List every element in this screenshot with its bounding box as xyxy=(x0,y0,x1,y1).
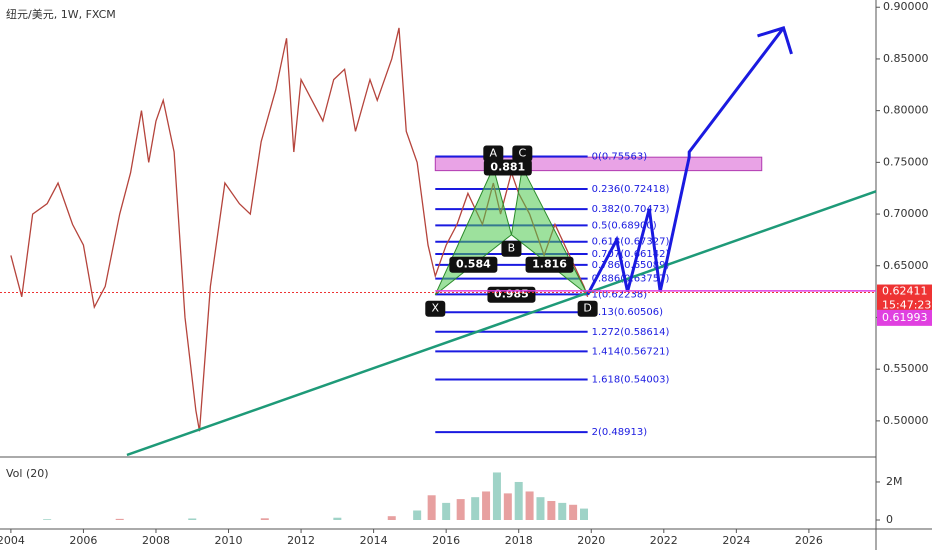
pattern-point-label: B xyxy=(508,242,516,255)
ratio-badge xyxy=(449,256,498,273)
volume-bar xyxy=(569,504,578,520)
pattern-badge xyxy=(483,145,504,162)
volume-bar xyxy=(514,481,523,520)
ref-price-tag xyxy=(877,309,932,326)
volume-bar xyxy=(387,516,396,520)
x-tick-label: 2012 xyxy=(287,534,315,547)
fib-label: 1.414(0.56721) xyxy=(592,346,670,357)
trendline xyxy=(126,190,877,457)
volume-bar xyxy=(547,500,556,520)
volume-tick-label: 2M xyxy=(886,475,903,488)
pattern-point-label: C xyxy=(518,147,526,160)
volume-bar xyxy=(580,508,588,520)
y-tick-label: 0.70000 xyxy=(883,207,929,220)
x-tick-label: 2004 xyxy=(0,534,25,547)
x-tick-label: 2026 xyxy=(795,534,823,547)
fib-label: 0.786(0.65089) xyxy=(592,260,670,271)
x-tick-label: 2014 xyxy=(360,534,388,547)
pattern-point-label: X xyxy=(432,302,440,315)
volume-tick-label: 0 xyxy=(886,513,893,526)
pattern-point-label: A xyxy=(490,147,498,160)
volume-bar xyxy=(260,518,269,520)
x-tick-label: 2022 xyxy=(650,534,678,547)
y-tick-label: 0.65000 xyxy=(883,259,929,272)
volume-bar xyxy=(43,519,52,520)
x-tick-label: 2006 xyxy=(69,534,97,547)
ratio-badge xyxy=(483,159,532,176)
volume-bar xyxy=(427,495,436,520)
volume-bar xyxy=(536,497,545,520)
fib-label: 1.272(0.58614) xyxy=(592,327,670,338)
x-tick-label: 2020 xyxy=(577,534,605,547)
y-tick-label: 0.80000 xyxy=(883,104,929,117)
volume-bar xyxy=(492,472,501,520)
ratio-label: 0.985 xyxy=(494,288,529,301)
pattern-point-label: D xyxy=(583,302,591,315)
volume-bar xyxy=(471,497,480,520)
volume-bar xyxy=(413,510,422,520)
volume-bar xyxy=(456,499,465,520)
last-price-label: 0.62411 xyxy=(882,285,928,298)
projection-arrow xyxy=(586,27,785,296)
ratio-badge xyxy=(525,256,574,273)
time-label: 15:47:23 xyxy=(882,299,931,312)
volume-bar xyxy=(188,518,197,520)
y-tick-label: 0.85000 xyxy=(883,52,929,65)
y-tick-label: 0.75000 xyxy=(883,155,929,168)
fib-label: 1(0.62238) xyxy=(592,289,648,300)
fib-label: 0.618(0.67327) xyxy=(592,237,670,248)
volume-bar xyxy=(558,502,567,520)
volume-bar xyxy=(503,493,512,520)
volume-bar xyxy=(482,491,491,520)
arrow-head xyxy=(757,26,793,55)
y-tick-label: 0.55000 xyxy=(883,362,929,375)
fib-label: 0.382(0.70473) xyxy=(592,204,670,215)
fib-label: 0(0.75563) xyxy=(592,152,648,163)
ratio-label: 0.881 xyxy=(490,161,525,174)
pattern-xab xyxy=(434,166,513,296)
x-tick-label: 2010 xyxy=(215,534,243,547)
y-tick-label: 0.90000 xyxy=(883,0,929,13)
y-tick-label: 0.50000 xyxy=(883,414,929,427)
chart-title: 纽元/美元, 1W, FXCM xyxy=(6,7,116,21)
ref-price-label: 0.61993 xyxy=(882,311,928,324)
ratio-label: 0.584 xyxy=(456,258,491,271)
ratio-label: 1.816 xyxy=(532,258,567,271)
last-price-tag xyxy=(877,284,932,313)
pattern-badge xyxy=(512,145,533,162)
volume-bar xyxy=(442,502,451,520)
pattern-badge xyxy=(425,300,446,317)
x-tick-label: 2016 xyxy=(432,534,460,547)
x-tick-label: 2018 xyxy=(505,534,533,547)
volume-title: Vol (20) xyxy=(6,467,49,480)
fib-label: 2(0.48913) xyxy=(592,427,648,438)
fib-label: 1.13(0.60506) xyxy=(592,307,664,318)
pattern-badge xyxy=(501,240,522,257)
volume-bar xyxy=(333,517,342,520)
fib-label: 0.707(0.66142) xyxy=(592,249,670,260)
volume-bar xyxy=(525,491,534,520)
fib-label: 0.5(0.68900) xyxy=(592,220,657,231)
pattern-bcd xyxy=(510,165,589,296)
x-tick-label: 2024 xyxy=(722,534,750,547)
fib-label: 0.236(0.72418) xyxy=(592,184,670,195)
volume-bar xyxy=(115,518,124,520)
pattern-badge xyxy=(577,300,598,317)
fib-label: 1.618(0.54003) xyxy=(592,374,670,385)
x-tick-label: 2008 xyxy=(142,534,170,547)
